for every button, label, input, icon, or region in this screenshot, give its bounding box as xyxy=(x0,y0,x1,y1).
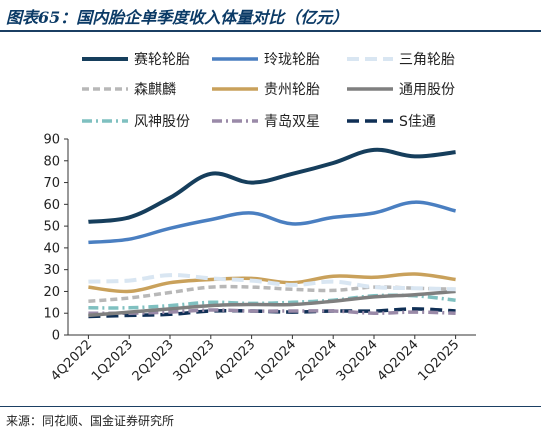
y-tick-label: 40 xyxy=(43,241,60,256)
legend-item: 贵州轮胎 xyxy=(210,76,320,102)
legend-item: 青岛双星 xyxy=(210,108,320,134)
x-tick-label: 4Q2022 xyxy=(48,337,95,384)
legend-label: 通用股份 xyxy=(399,82,455,98)
y-tick-label: 30 xyxy=(43,263,60,278)
x-tick-label: 4Q2023 xyxy=(211,337,258,384)
x-tick-label: 1Q2023 xyxy=(89,337,136,384)
x-tick-label: 3Q2023 xyxy=(171,337,218,384)
legend-swatch xyxy=(212,57,258,61)
chart-title: 图表65：国内胎企单季度收入体量对比（亿元） xyxy=(6,8,349,27)
x-tick-label: 1Q2024 xyxy=(252,337,299,384)
legend-label: 赛轮轮胎 xyxy=(134,52,190,68)
legend-swatch xyxy=(347,87,393,91)
legend-item: 通用股份 xyxy=(345,76,455,102)
legend-label: 玲珑轮胎 xyxy=(264,52,320,68)
title-divider xyxy=(0,30,541,32)
series-line xyxy=(88,308,456,316)
series-line xyxy=(88,272,456,294)
source-note: 来源：同花顺、国金证券研究所 xyxy=(6,414,175,428)
y-tick-label: 20 xyxy=(43,285,60,300)
legend-swatch xyxy=(82,57,128,61)
y-tick-label: 70 xyxy=(43,176,60,191)
legend-item: S佳通 xyxy=(345,108,436,134)
series-line xyxy=(88,147,456,224)
x-tick-label: 4Q2024 xyxy=(375,337,422,384)
legend-label: 贵州轮胎 xyxy=(264,82,320,98)
y-tick-label: 60 xyxy=(43,198,60,213)
legend-swatch xyxy=(82,119,128,123)
legend-label: 森麒麟 xyxy=(134,82,176,98)
x-tick-label: 2Q2024 xyxy=(293,337,340,384)
chart-legend: 赛轮轮胎 玲珑轮胎 三角轮胎森麒麟 贵州轮胎 通用股份风神股份 青岛双星 S佳通 xyxy=(0,40,541,150)
x-tick-label: 1Q2025 xyxy=(415,337,462,384)
legend-item: 森麒麟 xyxy=(80,76,176,102)
y-tick-label: 50 xyxy=(43,220,60,235)
legend-item: 玲珑轮胎 xyxy=(210,46,320,72)
series-line xyxy=(88,289,456,318)
legend-label: 青岛双星 xyxy=(264,114,320,130)
series-line xyxy=(88,284,456,303)
legend-swatch xyxy=(82,87,128,91)
legend-label: 风神股份 xyxy=(134,114,190,130)
legend-swatch xyxy=(347,119,393,123)
title-bar: 图表65：国内胎企单季度收入体量对比（亿元） xyxy=(0,0,541,32)
legend-item: 三角轮胎 xyxy=(345,46,455,72)
legend-swatch xyxy=(212,87,258,91)
y-tick-label: 80 xyxy=(43,154,60,169)
x-tick-label: 2Q2023 xyxy=(130,337,177,384)
series-line xyxy=(88,200,457,245)
x-tick-label: 3Q2024 xyxy=(334,337,381,384)
y-tick-label: 90 xyxy=(43,133,60,148)
legend-label: 三角轮胎 xyxy=(399,52,455,68)
y-tick-label: 10 xyxy=(43,307,60,322)
legend-label: S佳通 xyxy=(399,114,436,130)
y-tick-label: 0 xyxy=(52,329,60,344)
series-line xyxy=(88,273,456,292)
legend-item: 赛轮轮胎 xyxy=(80,46,190,72)
footer-divider xyxy=(0,406,541,407)
legend-swatch xyxy=(212,119,258,123)
legend-swatch xyxy=(347,57,393,61)
legend-item: 风神股份 xyxy=(80,108,190,134)
